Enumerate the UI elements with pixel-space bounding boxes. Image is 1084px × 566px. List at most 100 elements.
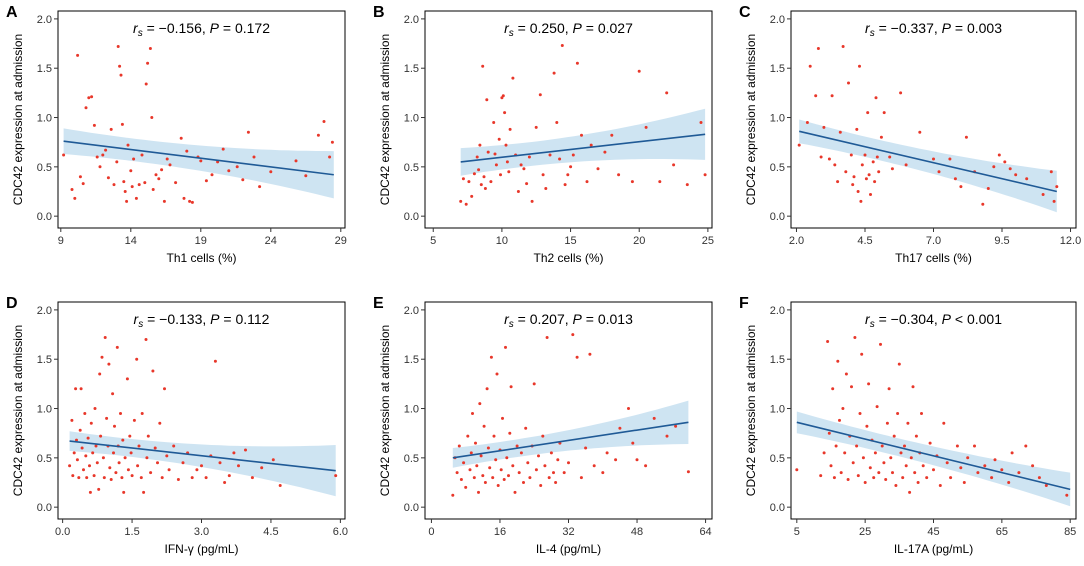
data-point xyxy=(113,424,116,428)
data-point xyxy=(190,476,194,480)
data-point xyxy=(863,481,867,484)
x-tick-label: 29 xyxy=(335,235,347,247)
data-point xyxy=(84,454,88,458)
data-point xyxy=(464,202,468,206)
data-point xyxy=(107,362,111,366)
data-point xyxy=(571,153,575,157)
data-point xyxy=(601,471,605,475)
data-point xyxy=(567,461,570,465)
data-point xyxy=(499,468,503,472)
data-point xyxy=(84,106,88,110)
correlation-annotation: rs = −0.133, P = 0.112 xyxy=(134,311,270,330)
annotation-stat-pre: r xyxy=(504,20,510,36)
regression-line xyxy=(452,421,689,459)
y-tick-label: 0.5 xyxy=(770,453,785,465)
data-point xyxy=(516,190,520,193)
y-tick-label: 2.0 xyxy=(770,305,785,317)
data-point xyxy=(635,458,639,462)
data-point xyxy=(865,424,869,428)
y-tick-label: 1.0 xyxy=(404,113,419,125)
data-point xyxy=(85,476,89,480)
x-tick-label: 9 xyxy=(58,235,64,247)
data-point xyxy=(83,412,87,415)
data-point xyxy=(328,155,332,159)
x-axis-label: IL-4 (pg/mL) xyxy=(536,542,601,556)
annotation-stat-sub: s xyxy=(138,319,143,330)
data-point xyxy=(896,412,900,415)
panel-b: B 0.0 0.5 1.0 1.5 2.0 5 10 15 20 25 Th2 cells (%) CD… xyxy=(373,4,714,265)
annotation-stat-end: = 0.003 xyxy=(951,20,1002,36)
data-point xyxy=(877,471,881,475)
x-tick-label: 0.0 xyxy=(55,526,70,538)
data-point xyxy=(892,434,896,438)
data-point xyxy=(904,163,908,167)
panel-letter: C xyxy=(739,4,751,21)
panel-letter: B xyxy=(373,4,385,21)
data-point xyxy=(163,387,166,391)
data-point xyxy=(158,421,162,425)
data-point xyxy=(92,123,96,127)
x-tick-label: 25 xyxy=(859,526,871,538)
data-point xyxy=(91,451,95,455)
y-tick-label: 1.5 xyxy=(37,354,52,366)
data-point xyxy=(143,181,147,185)
data-point xyxy=(851,183,855,187)
data-point xyxy=(507,170,511,174)
data-point xyxy=(879,135,883,139)
data-point xyxy=(489,355,493,359)
data-point xyxy=(80,446,84,450)
data-point xyxy=(100,355,104,359)
data-point xyxy=(117,461,121,465)
data-point xyxy=(866,111,870,115)
data-point xyxy=(932,468,935,472)
data-point xyxy=(88,464,91,468)
data-point xyxy=(552,471,555,475)
data-point xyxy=(160,168,164,172)
data-point xyxy=(157,177,161,181)
data-point xyxy=(1044,484,1048,487)
data-point xyxy=(908,490,912,494)
data-point xyxy=(464,485,468,489)
regression-line xyxy=(460,133,706,163)
data-point xyxy=(481,474,485,478)
y-tick-label: 2.0 xyxy=(404,14,419,26)
data-point xyxy=(151,369,155,373)
x-tick-label: 45 xyxy=(927,526,939,538)
data-point xyxy=(953,177,957,181)
data-point xyxy=(882,111,886,115)
y-tick-label: 0.5 xyxy=(404,453,419,465)
data-point xyxy=(1007,481,1011,484)
data-point xyxy=(891,471,894,475)
data-point xyxy=(479,454,483,458)
data-point xyxy=(841,45,845,48)
annotation-stat-p: P xyxy=(942,20,952,36)
data-point xyxy=(851,461,855,465)
panel-f: F 0.0 0.5 1.0 1.5 2.0 5 25 45 65 85 IL-17A (pg/mL) C… xyxy=(739,295,1077,556)
data-point xyxy=(836,359,840,363)
data-point xyxy=(477,490,480,494)
data-point xyxy=(831,387,835,391)
data-point xyxy=(482,175,486,179)
data-point xyxy=(99,434,103,438)
data-point xyxy=(871,160,875,164)
confidence-band xyxy=(63,128,334,199)
data-point xyxy=(461,177,465,181)
data-point xyxy=(111,392,115,396)
data-point xyxy=(101,456,105,460)
data-point xyxy=(75,438,78,442)
data-point xyxy=(140,153,144,157)
data-point xyxy=(525,182,529,186)
annotation-stat-sub: s xyxy=(138,28,143,39)
plot-frame xyxy=(57,10,346,229)
data-point xyxy=(470,194,474,198)
data-point xyxy=(134,196,138,200)
data-point xyxy=(589,143,593,147)
y-tick-label: 0.0 xyxy=(404,211,419,223)
data-point xyxy=(151,188,155,191)
data-point xyxy=(232,451,236,455)
data-point xyxy=(459,478,463,481)
data-point xyxy=(204,179,208,183)
x-tick-label: 64 xyxy=(699,526,711,538)
data-point xyxy=(545,336,549,339)
